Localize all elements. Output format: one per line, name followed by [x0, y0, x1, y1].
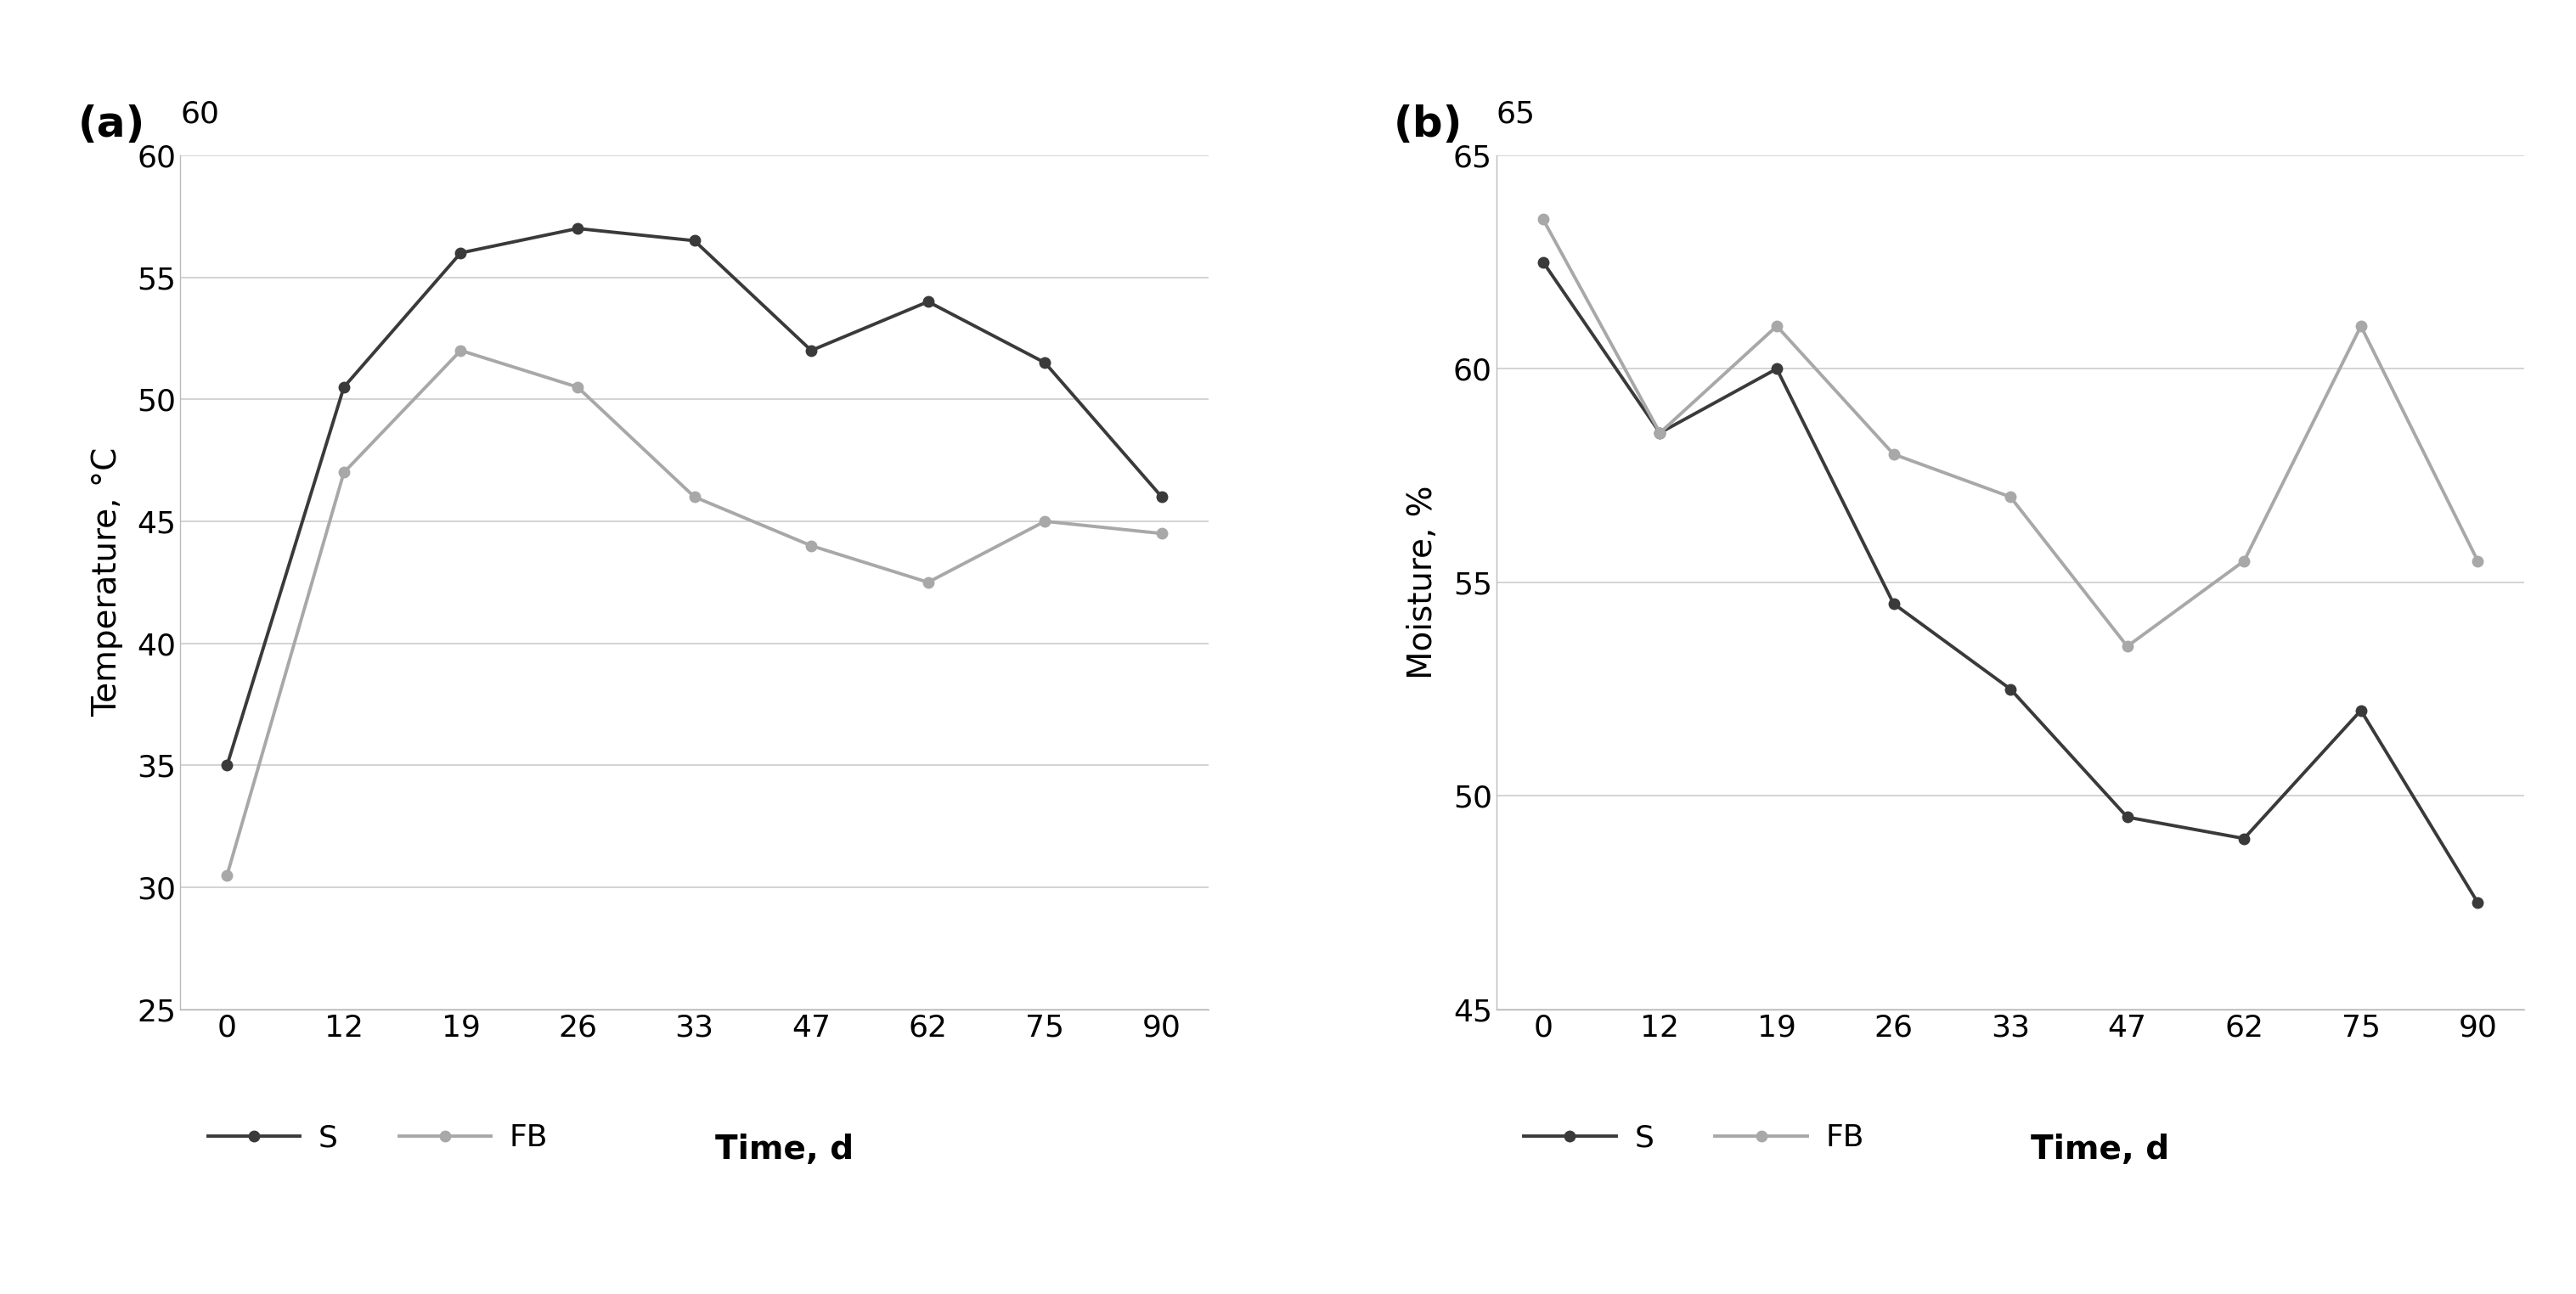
- Legend: S, FB: S, FB: [196, 1112, 562, 1165]
- FB: [1762, 318, 1793, 334]
- Y-axis label: Moisture, %: Moisture, %: [1406, 485, 1440, 679]
- FB: [1643, 424, 1674, 440]
- Text: 65: 65: [1497, 100, 1535, 128]
- Text: Time, d: Time, d: [2030, 1134, 2169, 1166]
- FB: [1146, 525, 1177, 541]
- Line: FB: FB: [1538, 214, 2483, 652]
- Legend: S, FB: S, FB: [1512, 1112, 1875, 1165]
- S: [1030, 355, 1061, 370]
- S: [2347, 703, 2378, 718]
- FB: [912, 575, 943, 590]
- S: [912, 294, 943, 309]
- S: [211, 757, 242, 773]
- S: [1643, 424, 1674, 440]
- FB: [1878, 446, 1909, 462]
- S: [680, 233, 711, 248]
- FB: [211, 867, 242, 883]
- S: [796, 343, 827, 358]
- S: [1878, 595, 1909, 611]
- S: [2228, 831, 2259, 846]
- FB: [2463, 553, 2494, 568]
- Y-axis label: Temperature, °C: Temperature, °C: [90, 448, 124, 717]
- S: [1762, 361, 1793, 377]
- S: [446, 245, 477, 260]
- FB: [1030, 514, 1061, 529]
- Line: S: S: [222, 223, 1167, 771]
- Text: (a): (a): [77, 104, 144, 145]
- S: [327, 379, 358, 395]
- FB: [1528, 211, 1558, 228]
- S: [1528, 254, 1558, 269]
- FB: [1994, 489, 2025, 505]
- S: [2463, 895, 2494, 911]
- FB: [2347, 318, 2378, 334]
- FB: [680, 489, 711, 505]
- FB: [2228, 553, 2259, 568]
- S: [1994, 681, 2025, 696]
- S: [1146, 489, 1177, 505]
- FB: [2112, 639, 2143, 655]
- FB: [796, 538, 827, 554]
- Text: (b): (b): [1394, 104, 1463, 145]
- FB: [446, 343, 477, 358]
- Text: 60: 60: [180, 100, 219, 128]
- Line: S: S: [1538, 256, 2483, 908]
- Text: Time, d: Time, d: [716, 1134, 853, 1166]
- Line: FB: FB: [222, 345, 1167, 880]
- S: [562, 221, 592, 237]
- FB: [327, 465, 358, 480]
- FB: [562, 379, 592, 395]
- S: [2112, 809, 2143, 824]
